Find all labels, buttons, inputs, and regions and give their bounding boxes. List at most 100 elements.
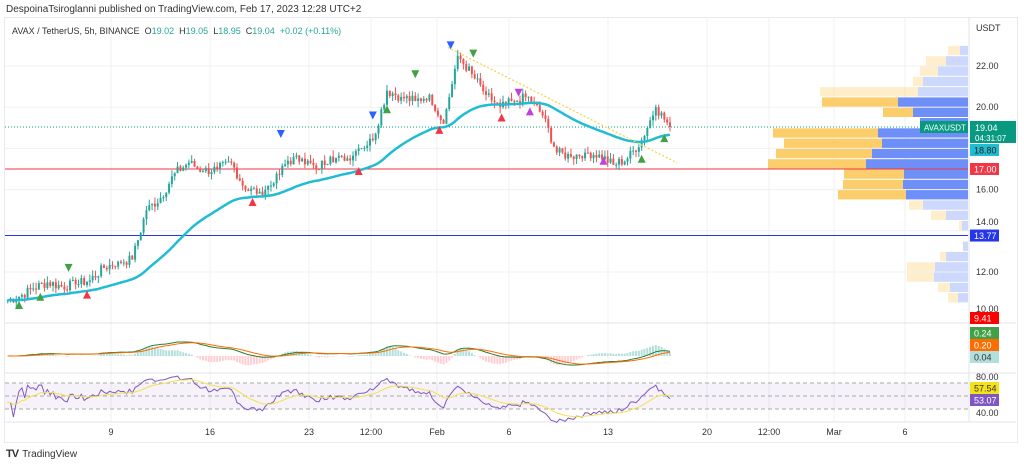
macd-histogram-bar: [366, 354, 369, 356]
candle-body: [340, 155, 343, 157]
time-tick-label: 16: [205, 427, 215, 437]
time-tick-label: Mar: [826, 427, 842, 437]
macd-histogram-bar: [555, 356, 558, 366]
tradingview-logo[interactable]: TV TradingView: [6, 448, 77, 460]
macd-histogram-bar: [462, 349, 465, 356]
macd-histogram-bar: [668, 352, 671, 356]
macd-histogram-bar: [145, 347, 148, 356]
macd-histogram-bar: [388, 346, 391, 356]
macd-histogram-bar: [252, 356, 255, 365]
macd-histogram-bar: [612, 353, 615, 356]
signal-down-triangle-icon: [469, 49, 478, 58]
macd-histogram-bar: [453, 353, 456, 356]
macd-histogram-bar: [377, 352, 380, 356]
signal-down-triangle-icon: [411, 70, 420, 79]
macd-value-label-bg: [970, 339, 999, 351]
candle-body: [422, 98, 425, 101]
volume-profile-up-bar: [960, 45, 968, 56]
candle-body: [224, 161, 227, 163]
chart-frame[interactable]: [4, 17, 1018, 443]
candle-body: [657, 107, 660, 116]
macd-histogram-bar: [102, 353, 105, 356]
brand-name: TradingView: [22, 448, 78, 460]
macd-histogram-bar: [400, 351, 403, 356]
symbol-tag: AVAXUSDT: [924, 123, 966, 132]
volume-profile-up-bar: [934, 272, 968, 282]
candle-body: [46, 282, 49, 288]
volume-profile-down-bar: [948, 45, 960, 56]
candle-body: [366, 145, 369, 148]
candle-body: [275, 173, 278, 184]
candle-body: [337, 155, 340, 158]
candle-body: [309, 160, 312, 163]
volume-profile-down-bar: [948, 293, 958, 303]
close-value: 19.04: [252, 26, 275, 36]
volume-profile-down-bar: [959, 221, 962, 231]
candle-body: [111, 264, 114, 266]
candle-body: [105, 267, 108, 270]
macd-histogram-bar: [595, 353, 598, 356]
time-tick-label: 13: [603, 427, 613, 437]
candle-body: [54, 282, 57, 289]
candle-body: [272, 183, 275, 186]
volume-profile-up-bar: [946, 56, 968, 66]
candle-body: [383, 104, 386, 110]
candle-body: [547, 118, 550, 128]
candle-body: [233, 162, 236, 168]
candle-body: [541, 111, 544, 116]
macd-histogram-bar: [105, 354, 108, 356]
candle-body: [63, 286, 66, 290]
macd-histogram-bar: [651, 345, 654, 356]
candle-body: [329, 156, 332, 164]
candle-body: [142, 219, 145, 233]
bottom-price-label: 9.41: [974, 314, 992, 324]
candle-body: [431, 94, 434, 105]
candle-body: [60, 284, 63, 287]
macd-histogram-bar: [244, 356, 247, 366]
volume-profile-up-bar: [872, 148, 968, 159]
candle-body: [442, 119, 445, 124]
candle-body: [117, 261, 120, 267]
candle-body: [250, 188, 253, 192]
candle-body: [473, 74, 476, 79]
candle-body: [332, 156, 335, 163]
time-tick-label: 12:00: [360, 427, 383, 437]
candle-body: [371, 138, 374, 141]
macd-histogram-bar: [349, 356, 352, 357]
macd-histogram-bar: [465, 350, 468, 356]
macd-histogram-bar: [436, 356, 439, 363]
macd-histogram-bar: [620, 353, 623, 356]
candle-body: [139, 232, 142, 241]
candle-body: [20, 295, 23, 297]
volume-profile-up-bar: [913, 107, 968, 117]
macd-value-label: 0.24: [974, 329, 992, 339]
candle-body: [190, 160, 193, 163]
candle-body: [26, 287, 29, 298]
signal-up-triangle-icon: [248, 197, 257, 206]
candle-body: [320, 160, 323, 170]
volume-profile-up-bar: [963, 241, 968, 251]
candle-body: [185, 164, 188, 168]
rsi-value-label: 53.07: [974, 396, 997, 406]
candle-body: [635, 150, 638, 152]
candle-body: [439, 115, 442, 120]
time-tick-label: 6: [902, 427, 907, 437]
candle-body: [451, 84, 454, 98]
macd-histogram-bar: [578, 356, 581, 359]
candle-body: [128, 255, 131, 265]
candle-body: [385, 90, 388, 105]
candle-body: [493, 100, 496, 103]
macd-histogram-bar: [485, 356, 488, 362]
signal-down-triangle-icon: [446, 41, 455, 50]
macd-histogram-bar: [148, 346, 151, 356]
candle-body: [176, 166, 179, 174]
macd-histogram-bar: [153, 347, 156, 356]
macd-histogram-bar: [227, 356, 230, 361]
macd-histogram-bar: [550, 356, 553, 363]
volume-profile-down-bar: [883, 107, 913, 117]
macd-histogram-bar: [357, 355, 360, 356]
candle-body: [199, 168, 202, 172]
macd-histogram-bar: [385, 346, 388, 356]
candle-body: [29, 287, 32, 290]
